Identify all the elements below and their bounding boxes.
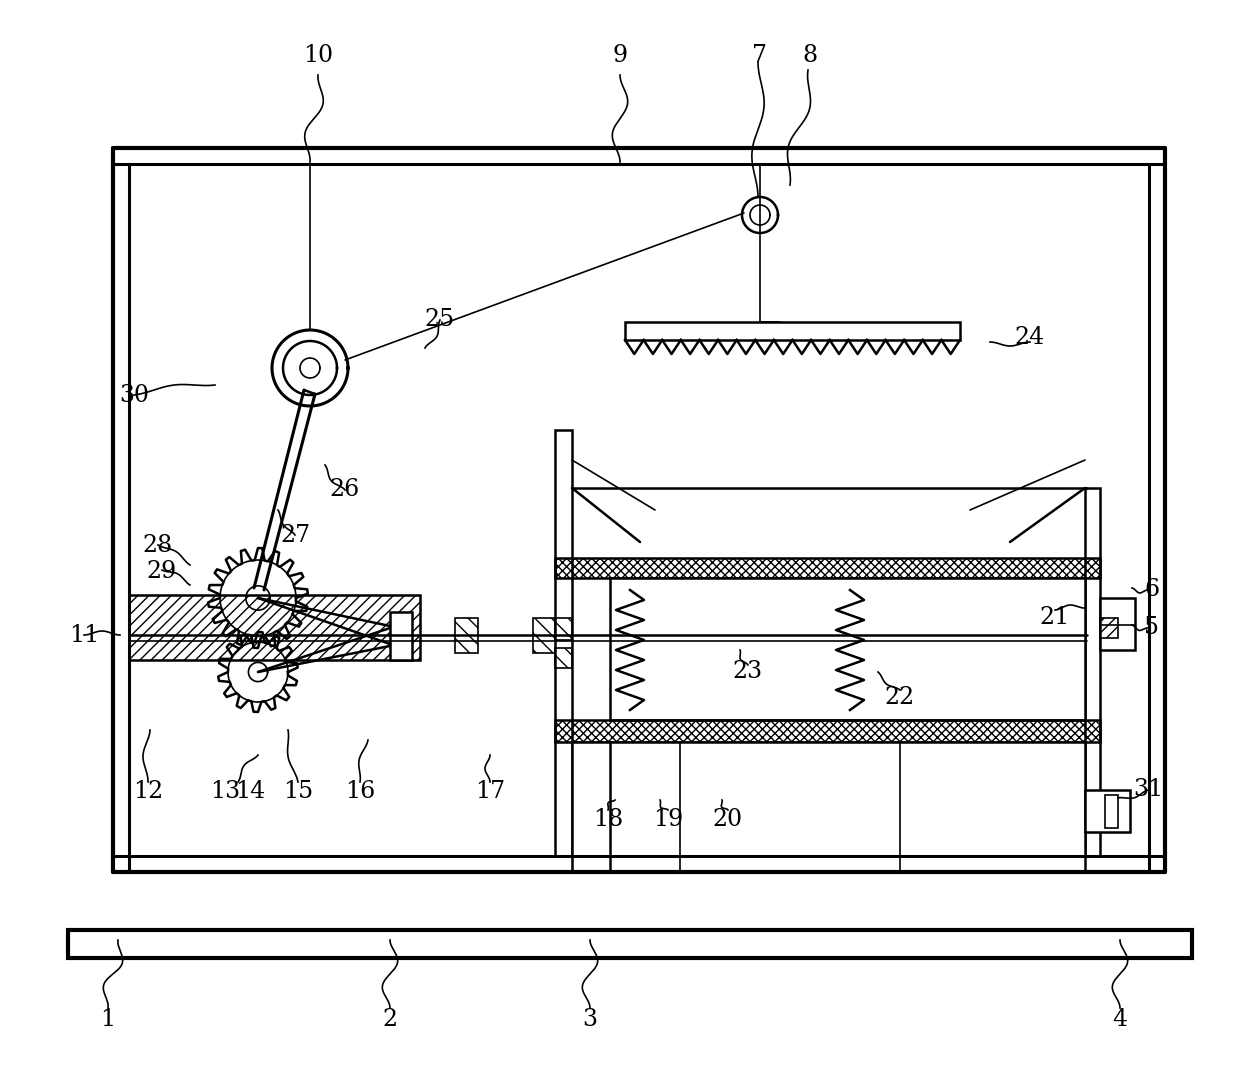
Text: 1: 1 (100, 1008, 115, 1032)
Bar (556, 721, 1100, 742)
Bar (455, 618, 477, 653)
Text: 6: 6 (1145, 578, 1159, 602)
Bar (1105, 795, 1118, 828)
Text: 19: 19 (653, 808, 683, 832)
Text: 31: 31 (1133, 778, 1163, 802)
Text: 20: 20 (713, 808, 743, 832)
Bar (1085, 489, 1100, 856)
Text: 28: 28 (143, 533, 174, 557)
Bar (1100, 598, 1135, 650)
Text: 10: 10 (303, 44, 334, 66)
Text: 29: 29 (146, 560, 177, 584)
Text: 13: 13 (210, 780, 241, 804)
Text: 4: 4 (1112, 1008, 1127, 1032)
Text: 26: 26 (330, 479, 360, 501)
Bar (556, 558, 1100, 578)
Text: 5: 5 (1145, 617, 1159, 639)
Bar (1100, 618, 1118, 638)
Text: 23: 23 (733, 661, 763, 683)
Text: 17: 17 (475, 780, 505, 804)
Bar (556, 648, 572, 668)
Text: 30: 30 (119, 384, 149, 406)
Bar (556, 430, 572, 856)
Text: 3: 3 (583, 1008, 598, 1032)
Bar (625, 322, 960, 340)
Text: 22: 22 (885, 686, 915, 710)
Text: 9: 9 (613, 44, 627, 66)
Text: 8: 8 (802, 44, 817, 66)
Bar (610, 578, 1085, 721)
Text: 7: 7 (753, 44, 768, 66)
Bar (391, 611, 412, 660)
Bar (1085, 790, 1130, 832)
Bar (610, 742, 1085, 872)
Bar (572, 742, 614, 872)
Bar (129, 595, 420, 660)
Bar (533, 618, 556, 653)
Text: 21: 21 (1040, 606, 1070, 630)
Text: 27: 27 (280, 524, 310, 546)
Text: 12: 12 (133, 780, 164, 804)
Text: 24: 24 (1014, 326, 1045, 350)
Text: 15: 15 (283, 780, 312, 804)
Text: 2: 2 (382, 1008, 398, 1032)
Text: 25: 25 (425, 309, 455, 331)
Text: 11: 11 (69, 623, 99, 647)
Bar (556, 618, 572, 640)
Text: 14: 14 (234, 780, 265, 804)
Text: 18: 18 (593, 808, 624, 832)
Bar (68, 930, 1192, 958)
Text: 16: 16 (345, 780, 376, 804)
